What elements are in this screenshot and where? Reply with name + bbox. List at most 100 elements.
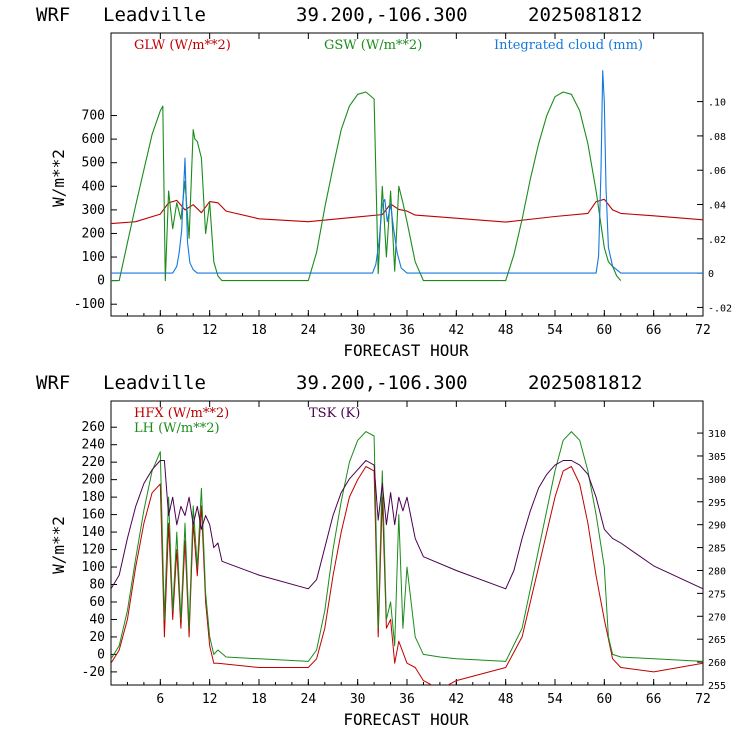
y2-tick-labels: -.02 0 .02 .04 .06 .08 .10 bbox=[697, 98, 732, 314]
y2-tick-label: .02 bbox=[708, 235, 726, 246]
series-line-integrated bbox=[111, 70, 703, 274]
legend-hfx: HFX (W/m**2) bbox=[134, 406, 229, 421]
y2-tick-label: 265 bbox=[708, 635, 726, 646]
header-coords: 39.200,-106.300 bbox=[296, 372, 468, 394]
x-tick-label: 36 bbox=[399, 323, 415, 338]
legend-glw: GLW (W/m**2) bbox=[134, 38, 231, 53]
y2-tick-label: .06 bbox=[708, 166, 726, 177]
x-tick-label: 66 bbox=[646, 323, 662, 338]
x-tick-labels: 6 12 18 24 30 36 42 48 54 60 66 72 bbox=[110, 401, 711, 707]
series-lines bbox=[111, 70, 703, 282]
x-tick-label: 48 bbox=[498, 323, 514, 338]
legend-lh: LH (W/m**2) bbox=[134, 421, 220, 436]
y-tick-label: 40 bbox=[89, 612, 105, 627]
y-tick-label: 100 bbox=[82, 560, 105, 575]
y-tick-label: 80 bbox=[89, 578, 105, 593]
x-axis-label: FORECAST HOUR bbox=[343, 710, 469, 729]
y-tick-label: 140 bbox=[82, 525, 105, 540]
y-axis-label: W/m**2 bbox=[49, 516, 68, 574]
y-tick-label: 120 bbox=[82, 543, 105, 558]
x-tick-label: 60 bbox=[597, 692, 613, 707]
x-tick-label: 36 bbox=[399, 692, 415, 707]
x-tick-label: 72 bbox=[695, 323, 711, 338]
y2-tick-label: .10 bbox=[708, 98, 726, 109]
plot-frame bbox=[110, 400, 704, 686]
y-tick-label: 100 bbox=[82, 250, 105, 265]
flux-skin-temp-panel: WRF Leadville 39.200,-106.300 2025081812… bbox=[36, 372, 726, 729]
y-tick-labels: -100 0 100 200 300 400 500 600 700 bbox=[74, 109, 117, 312]
series-line-lh bbox=[111, 431, 703, 662]
header-site: Leadville bbox=[103, 4, 206, 26]
header-site: Leadville bbox=[103, 372, 206, 394]
series-line-hfx bbox=[111, 466, 703, 685]
x-tick-label: 42 bbox=[449, 692, 465, 707]
x-tick-label: 12 bbox=[202, 323, 218, 338]
y-tick-label: 700 bbox=[82, 109, 105, 124]
y2-tick-label: 275 bbox=[708, 589, 726, 600]
legend-gsw: GSW (W/m**2) bbox=[324, 38, 422, 53]
y2-tick-label: 295 bbox=[708, 498, 726, 509]
y-tick-label: 60 bbox=[89, 595, 105, 610]
header-date: 2025081812 bbox=[528, 4, 642, 26]
x-axis-label: FORECAST HOUR bbox=[343, 341, 469, 360]
x-tick-label: 6 bbox=[156, 323, 164, 338]
header-coords: 39.200,-106.300 bbox=[296, 4, 468, 26]
y-tick-label: 20 bbox=[89, 630, 105, 645]
y2-tick-label: 0 bbox=[708, 269, 714, 280]
y-tick-label: 300 bbox=[82, 203, 105, 218]
y2-tick-label: .04 bbox=[708, 201, 726, 212]
x-tick-label: 54 bbox=[547, 323, 563, 338]
header-model: WRF bbox=[36, 372, 70, 394]
y-tick-label: 600 bbox=[82, 132, 105, 147]
y-tick-label: 240 bbox=[82, 438, 105, 453]
y-tick-labels: -20 0 20 40 60 80 100 120 140 160 180 200 220 240 260 bbox=[82, 420, 117, 680]
legend-cloud: Integrated cloud (mm) bbox=[494, 38, 643, 53]
y-axis-label: W/m**2 bbox=[49, 149, 68, 207]
y-tick-label: 0 bbox=[97, 647, 105, 662]
y-tick-label: 180 bbox=[82, 490, 105, 505]
radiation-cloud-panel: WRF Leadville 39.200,-106.300 2025081812… bbox=[36, 4, 732, 360]
x-tick-label: 24 bbox=[301, 692, 317, 707]
y-tick-label: 160 bbox=[82, 508, 105, 523]
y-tick-label: 200 bbox=[82, 226, 105, 241]
y2-tick-label: 305 bbox=[708, 452, 726, 463]
x-tick-label: 18 bbox=[251, 692, 267, 707]
y2-tick-label: .08 bbox=[708, 132, 726, 143]
x-tick-label: 12 bbox=[202, 692, 218, 707]
y-tick-label: 220 bbox=[82, 455, 105, 470]
y-tick-label: -100 bbox=[74, 297, 105, 312]
y2-tick-label: -.02 bbox=[708, 303, 732, 314]
x-tick-label: 60 bbox=[597, 323, 613, 338]
x-tick-label: 30 bbox=[350, 323, 366, 338]
y-tick-label: 400 bbox=[82, 179, 105, 194]
x-tick-label: 72 bbox=[695, 692, 711, 707]
y-tick-label: 260 bbox=[82, 420, 105, 435]
x-tick-labels: 6 12 18 24 30 36 42 48 54 60 66 72 bbox=[110, 33, 711, 338]
x-tick-label: 54 bbox=[547, 692, 563, 707]
x-tick-label: 30 bbox=[350, 692, 366, 707]
header-date: 2025081812 bbox=[528, 372, 642, 394]
y-tick-label: 200 bbox=[82, 473, 105, 488]
x-tick-label: 6 bbox=[156, 692, 164, 707]
y2-tick-labels: 255 260 265 270 275 280 285 290 295 300 305 310 bbox=[697, 429, 726, 692]
y2-tick-label: 290 bbox=[708, 521, 726, 532]
y2-tick-label: 260 bbox=[708, 658, 726, 669]
y-tick-label: -20 bbox=[82, 665, 105, 680]
legend-tsk: TSK (K) bbox=[309, 406, 360, 421]
x-tick-label: 66 bbox=[646, 692, 662, 707]
y2-tick-label: 300 bbox=[708, 475, 726, 486]
y2-tick-label: 310 bbox=[708, 429, 726, 440]
header-model: WRF bbox=[36, 4, 70, 26]
x-tick-label: 24 bbox=[301, 323, 317, 338]
y2-tick-label: 255 bbox=[708, 681, 726, 692]
x-tick-label: 48 bbox=[498, 692, 514, 707]
series-line-tsk bbox=[111, 460, 703, 590]
y-tick-label: 500 bbox=[82, 156, 105, 171]
y-tick-label: 0 bbox=[97, 274, 105, 289]
y2-tick-label: 270 bbox=[708, 612, 726, 623]
series-line-gsw bbox=[111, 91, 622, 282]
series-lines bbox=[111, 431, 703, 685]
y2-tick-label: 280 bbox=[708, 566, 726, 577]
x-tick-label: 42 bbox=[449, 323, 465, 338]
